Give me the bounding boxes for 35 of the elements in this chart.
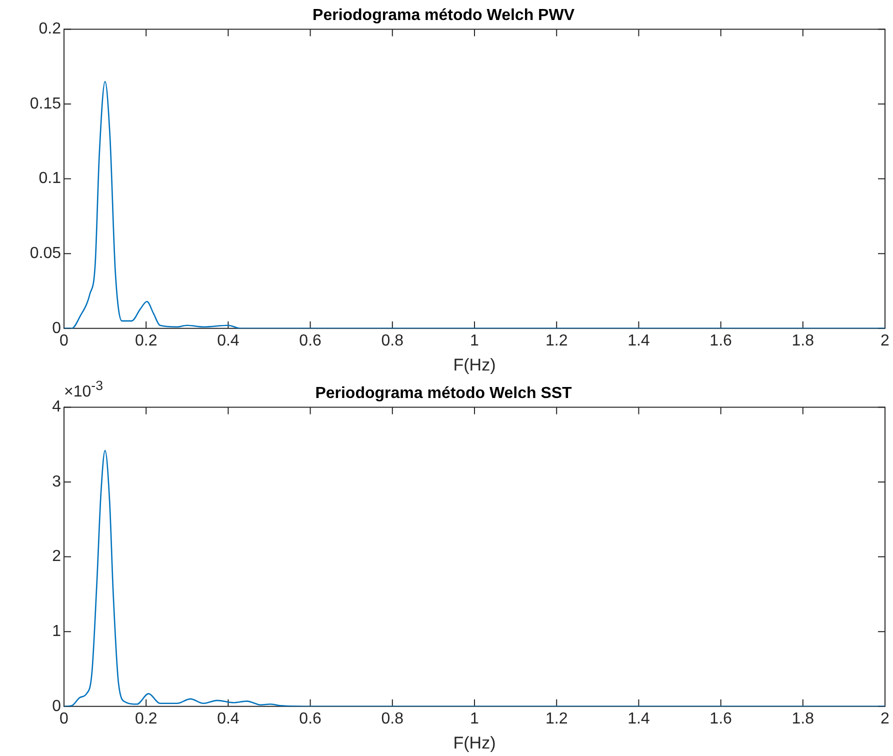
x-tick-label: 1.8 (792, 332, 814, 350)
x-tick-label: 2 (880, 332, 890, 350)
y-tick-label: 3 (52, 473, 62, 490)
y-tick-label: 0.05 (30, 245, 62, 262)
x-tick-label: 0.8 (381, 710, 404, 728)
x-axis-title: F(Hz) (453, 355, 496, 374)
y-tick-label: 1 (52, 623, 62, 640)
y-tick-label: 0.15 (30, 95, 62, 112)
y-tick-label: 4 (52, 398, 62, 416)
x-tick-label: 1.2 (545, 710, 568, 728)
chart-title: Periodograma método Welch PWV (312, 7, 575, 24)
x-tick-label: 0.8 (381, 332, 404, 350)
x-tick-label: 0.4 (217, 332, 240, 350)
x-tick-label: 1.2 (545, 332, 568, 350)
x-tick-label: 0.6 (299, 710, 322, 728)
y-tick-label: 2 (52, 548, 62, 566)
x-tick-label: 1 (470, 710, 480, 728)
chart-title: Periodograma método Welch SST (315, 385, 572, 402)
x-axis-title: F(Hz) (453, 733, 496, 752)
x-tick-label: 0.6 (299, 332, 322, 350)
text: ×10$^{-3}$ (64, 378, 103, 402)
x-tick-label: 2 (880, 710, 890, 728)
y-tick-label: 0.2 (38, 20, 62, 38)
x-tick-label: 0.2 (134, 710, 158, 728)
x-tick-label: 1.4 (628, 332, 650, 350)
x-tick-label: 0.2 (134, 332, 158, 350)
y-tick-label: 0 (52, 698, 62, 715)
y-tick-label: 0.1 (38, 170, 62, 188)
x-tick-label: 1.8 (792, 710, 814, 728)
x-tick-label: 0.4 (217, 710, 240, 728)
x-tick-label: 1 (470, 332, 480, 350)
y-tick-label: 0 (52, 320, 62, 337)
x-tick-label: 1.6 (710, 332, 732, 350)
x-tick-label: 1.6 (710, 710, 732, 728)
x-tick-label: 1.4 (628, 710, 650, 728)
